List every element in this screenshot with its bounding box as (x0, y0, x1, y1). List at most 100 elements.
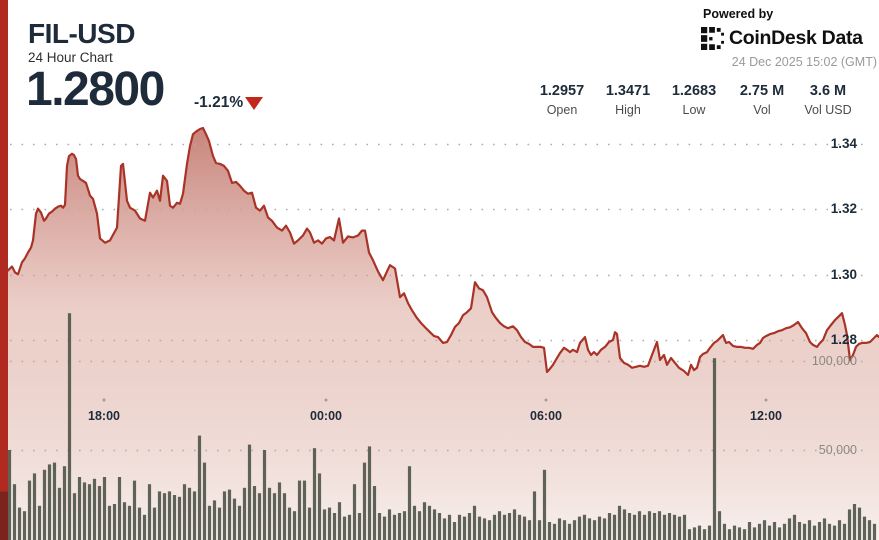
stat-vol-usd: 3.6 M Vol USD (804, 84, 851, 116)
volume-bar (792, 514, 797, 540)
stat-label: Open (546, 102, 578, 117)
volume-bar (422, 502, 427, 540)
volume-bar (427, 505, 432, 540)
volume-bar (772, 522, 777, 540)
volume-bar (752, 527, 757, 540)
volume-bar (202, 462, 207, 540)
volume-bar (377, 513, 382, 540)
volume-bar (432, 509, 437, 540)
price-area-fill (8, 128, 879, 540)
volume-bar (147, 484, 152, 540)
volume-bar (462, 516, 467, 540)
volume-bar (267, 487, 272, 540)
volume-bar (7, 450, 12, 540)
volume-bar (782, 523, 787, 540)
volume-bar (187, 487, 192, 540)
volume-bar (607, 513, 612, 540)
stat-value: 2.75 M (739, 83, 785, 99)
volume-bar (682, 514, 687, 540)
volume-bar (257, 493, 262, 540)
volume-bar (862, 516, 867, 540)
volume-bar (637, 511, 642, 540)
volume-bar (392, 514, 397, 540)
volume-bar (247, 444, 252, 540)
volume-bar (42, 469, 47, 540)
powered-by-label: Powered by (703, 7, 774, 21)
down-arrow-icon (245, 97, 263, 110)
volume-bar (652, 513, 657, 540)
volume-bar (242, 487, 247, 540)
volume-bar (302, 480, 307, 540)
volume-bar (307, 507, 312, 540)
volume-bar (157, 491, 162, 540)
volume-bar (62, 466, 67, 540)
volume-bar (152, 507, 157, 540)
coindesk-logo-icon (701, 27, 724, 50)
volume-bar (547, 522, 552, 540)
volume-bar (552, 523, 557, 540)
stat-value: 1.2683 (671, 83, 717, 99)
volume-bar (537, 520, 542, 540)
volume-bar (577, 516, 582, 540)
volume-bar (642, 514, 647, 540)
volume-bar (557, 518, 562, 540)
volume-bar (477, 516, 482, 540)
volume-bar (702, 529, 707, 540)
volume-bar (102, 477, 107, 540)
volume-bar (232, 498, 237, 540)
volume-bar (287, 507, 292, 540)
volume-bar (332, 513, 337, 540)
volume-bar (587, 518, 592, 540)
volume-bar (142, 514, 147, 540)
volume-bar (512, 509, 517, 540)
volume-bar (412, 505, 417, 540)
volume-bar (867, 520, 872, 540)
volume-bar (567, 523, 572, 540)
volume-bar (47, 464, 52, 540)
volume-bar (217, 507, 222, 540)
volume-bar (467, 513, 472, 540)
volume-bar (437, 513, 442, 540)
volume-bar (277, 482, 282, 540)
volume-bar (32, 473, 37, 540)
volume-bar (447, 514, 452, 540)
volume-bar (442, 518, 447, 540)
volume-bar (542, 469, 547, 540)
coindesk-data-logo: CoinDesk Data (701, 27, 863, 50)
volume-bar (762, 520, 767, 540)
volume-bar (812, 525, 817, 540)
stat-vol: 2.75 M Vol (740, 84, 784, 116)
volume-bar (457, 514, 462, 540)
volume-bar (297, 480, 302, 540)
volume-bar (362, 462, 367, 540)
volume-bar (807, 520, 812, 540)
volume-bar (672, 514, 677, 540)
volume-bar (502, 514, 507, 540)
volume-bar (22, 511, 27, 540)
volume-bar (722, 523, 727, 540)
volume-bar (342, 516, 347, 540)
volume-bar (17, 507, 22, 540)
volume-bar (52, 462, 57, 540)
volume-bar (312, 448, 317, 540)
volume-bar (592, 520, 597, 540)
volume-bar (132, 480, 137, 540)
volume-bar (317, 473, 322, 540)
volume-bar (527, 520, 532, 540)
volume-bar (37, 505, 42, 540)
volume-bar (122, 502, 127, 540)
volume-bar (787, 518, 792, 540)
left-accent-bar (0, 0, 8, 540)
stat-low: 1.2683 Low (672, 84, 716, 116)
volume-bar (322, 509, 327, 540)
volume-bar (802, 523, 807, 540)
volume-bar (842, 523, 847, 540)
volume-bar (857, 507, 862, 540)
volume-bar (347, 514, 352, 540)
volume-bar (602, 518, 607, 540)
x-axis-tick-dot (324, 398, 328, 402)
stat-high: 1.3471 High (606, 84, 650, 116)
stat-value: 1.3471 (605, 83, 651, 99)
